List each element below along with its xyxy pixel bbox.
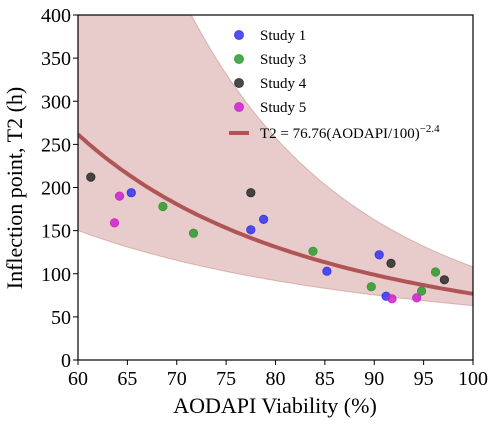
x-tick-label: 75 <box>216 368 236 390</box>
confidence-band <box>78 15 473 307</box>
y-tick-label: 400 <box>41 5 71 27</box>
legend-fit-exponent: −2.4 <box>420 123 440 135</box>
point-series-2 <box>308 246 318 256</box>
x-axis: 60 65 70 75 80 85 90 95 100 <box>68 360 488 390</box>
legend-marker <box>234 102 244 112</box>
point-series-3 <box>439 275 449 285</box>
point-series-4 <box>114 191 125 201</box>
y-tick-label: 50 <box>51 307 71 329</box>
x-tick-label: 85 <box>315 368 335 390</box>
y-tick-label: 250 <box>41 134 71 156</box>
legend-marker <box>234 54 244 64</box>
y-tick-label: 100 <box>41 264 71 286</box>
point-series-1 <box>258 214 269 224</box>
y-tick-label: 0 <box>61 350 71 372</box>
fit-curve <box>78 132 473 296</box>
x-tick-label: 65 <box>117 368 137 390</box>
y-axis: 0 50 100 150 200 250 300 350 400 <box>41 5 78 372</box>
point-series-2 <box>430 267 441 277</box>
y-tick-label: 200 <box>41 178 71 200</box>
x-tick-label: 80 <box>266 368 286 390</box>
data-points <box>86 172 449 304</box>
point-series-1 <box>126 188 136 198</box>
legend-label: Study 3 <box>260 52 306 68</box>
x-tick-label: 90 <box>364 368 384 390</box>
legend-label: Study 5 <box>260 100 306 116</box>
fit-line <box>78 132 473 296</box>
x-tick-label: 100 <box>458 368 488 390</box>
point-series-2 <box>188 228 199 238</box>
point-series-1 <box>322 266 332 276</box>
point-series-3 <box>386 258 396 268</box>
point-series-4 <box>109 218 120 228</box>
point-series-1 <box>246 225 256 235</box>
x-tick-label: 60 <box>68 368 88 390</box>
legend-marker <box>234 78 244 88</box>
point-series-3 <box>86 172 96 182</box>
legend: Study 1 Study 3 Study 4 Study 5 T2 = 76.76(A… <box>229 28 440 142</box>
y-tick-label: 350 <box>41 48 71 70</box>
point-series-2 <box>158 201 168 212</box>
y-tick-label: 150 <box>41 221 71 243</box>
y-tick-label: 300 <box>41 91 71 113</box>
point-series-2 <box>416 286 427 296</box>
y-axis-label: Inflection point, T2 (h) <box>2 87 27 289</box>
legend-label: Study 4 <box>260 76 307 92</box>
legend-marker <box>234 30 244 40</box>
legend-fit-label: T2 = 76.76(AODAPI/100)−2.4 <box>260 123 440 142</box>
x-tick-label: 70 <box>167 368 187 390</box>
point-series-2 <box>366 282 376 292</box>
band-area <box>78 15 473 307</box>
point-series-4 <box>412 293 422 303</box>
legend-label: Study 1 <box>260 28 306 44</box>
x-tick-label: 95 <box>414 368 434 390</box>
x-axis-label: AODAPI Viability (%) <box>173 393 377 418</box>
point-series-4 <box>387 294 397 304</box>
point-series-1 <box>374 250 384 260</box>
point-series-3 <box>246 188 256 198</box>
